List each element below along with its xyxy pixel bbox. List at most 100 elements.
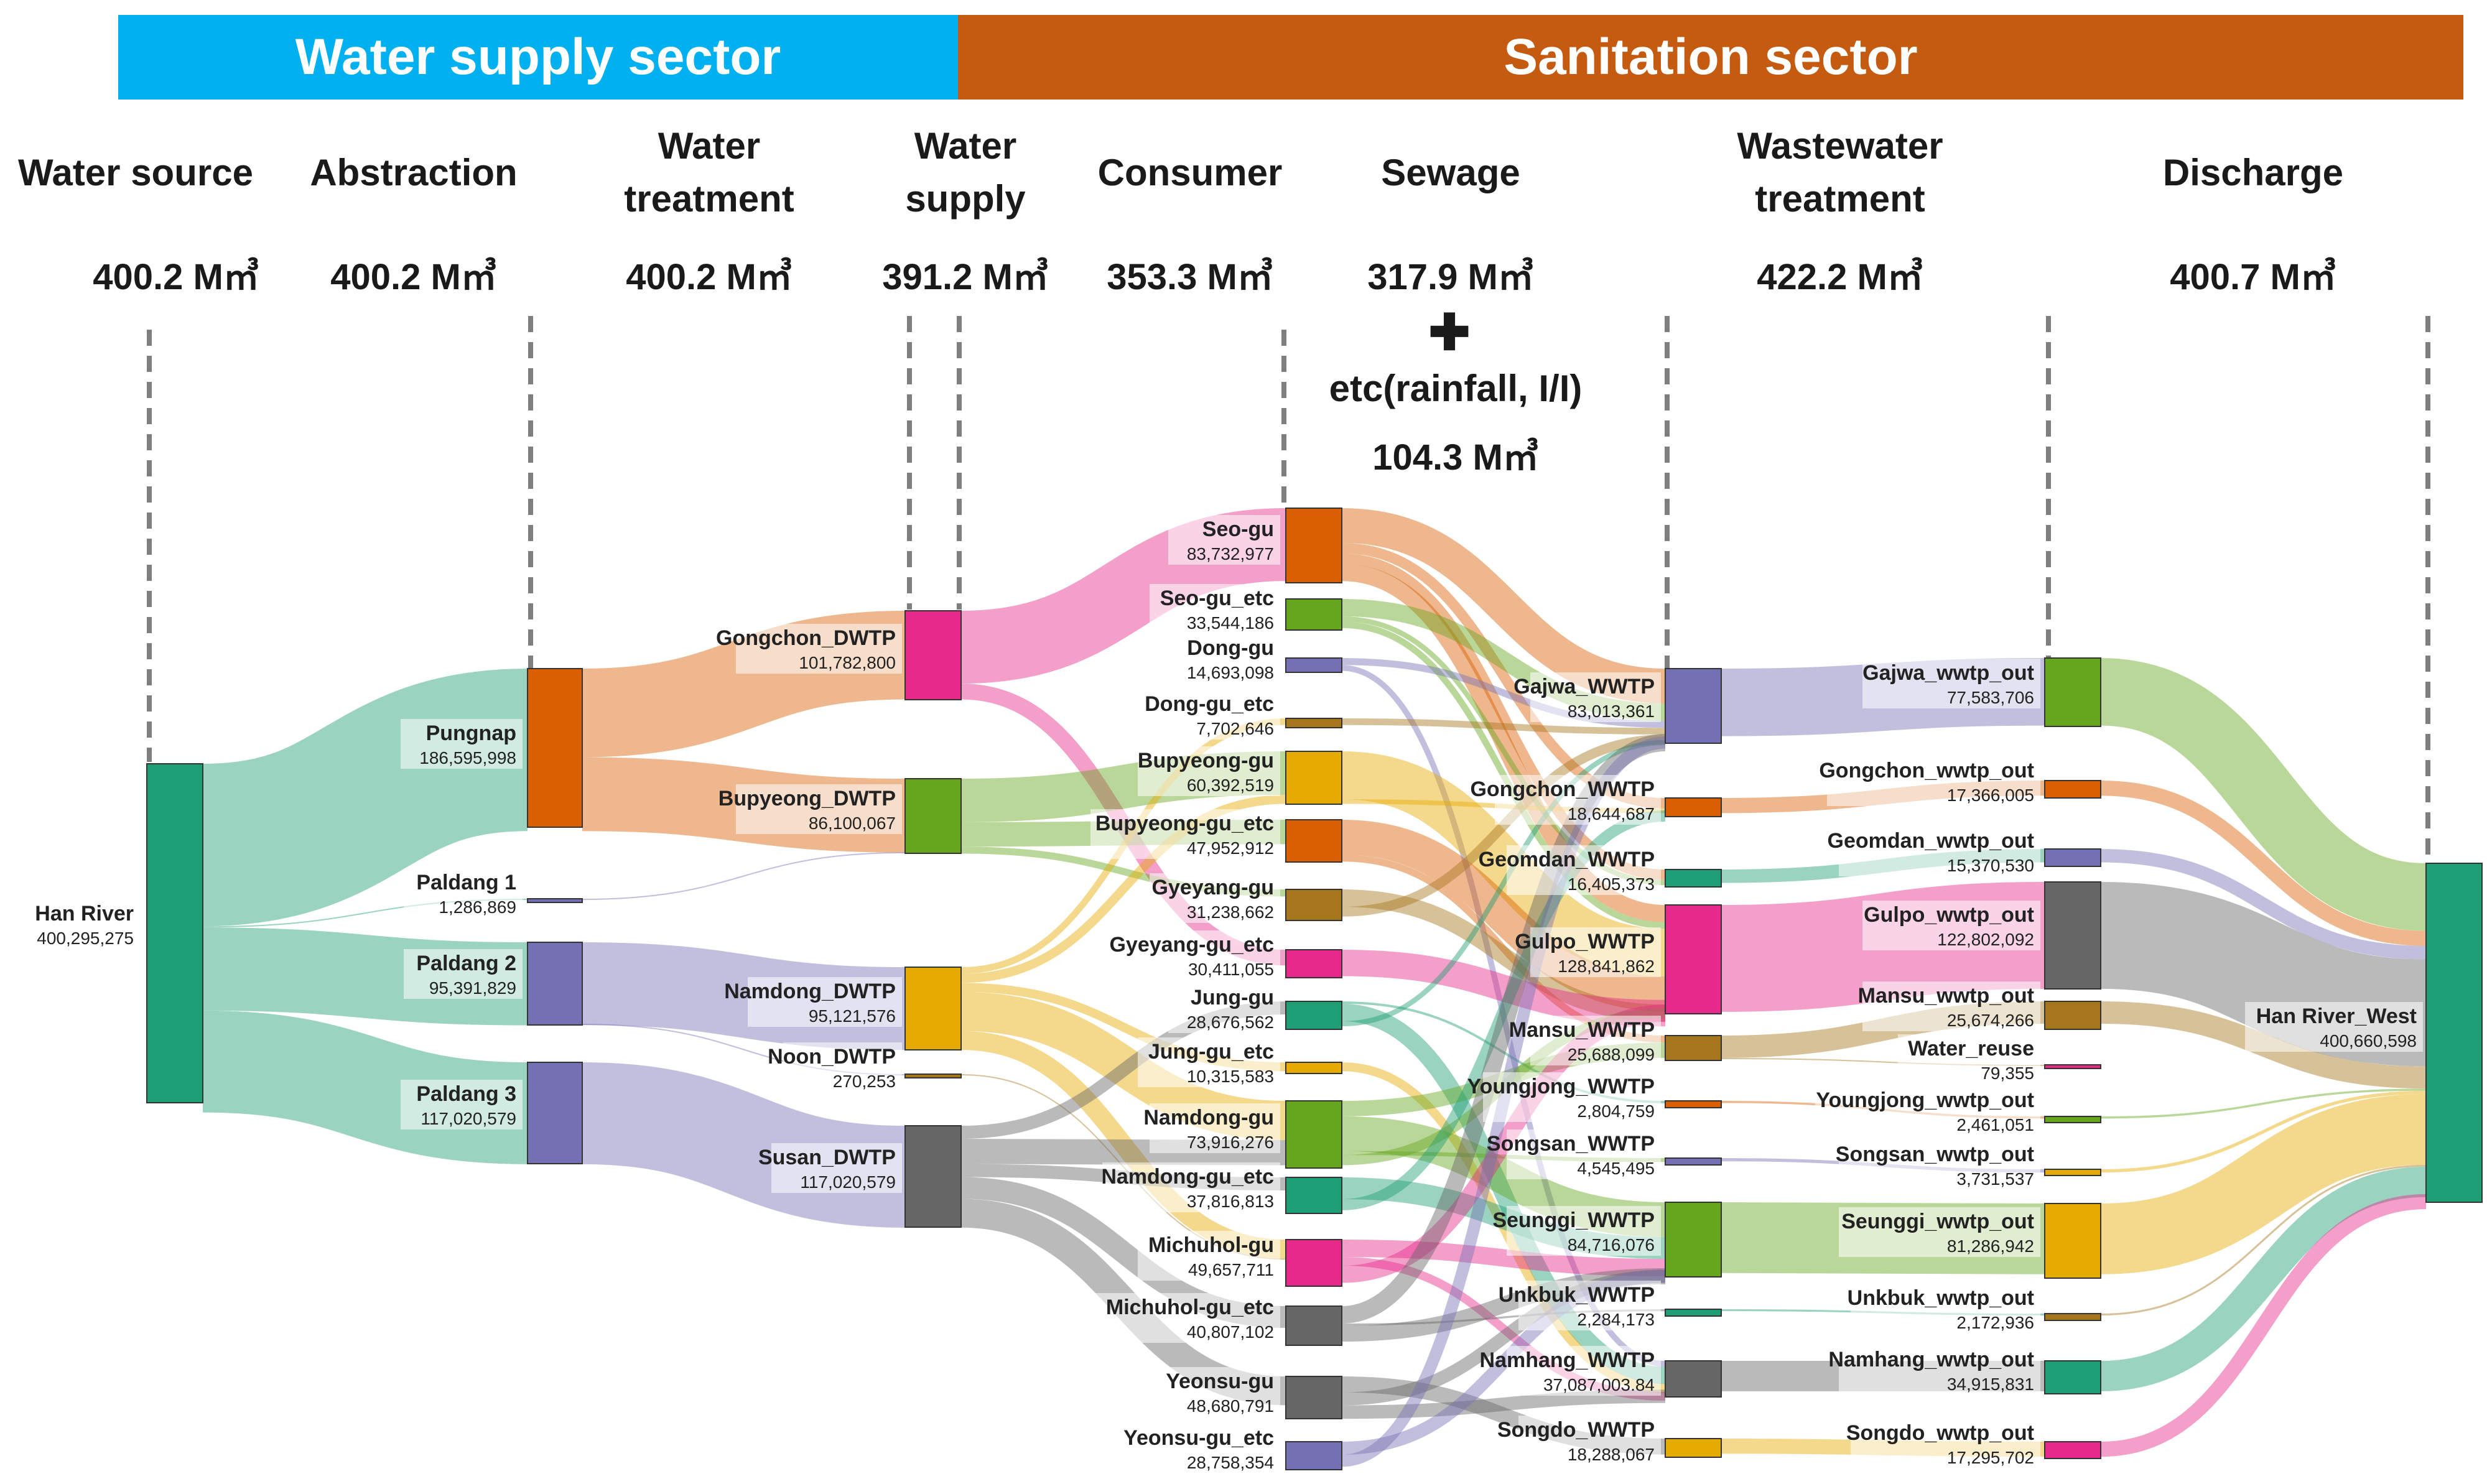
stage-volume-abstraction: 400.2 M㎥: [330, 257, 497, 297]
link-youngjong_out-to-hanwest: [2100, 1088, 2427, 1119]
node-label-bupyeong_dwtp: Bupyeong_DWTP: [718, 787, 896, 810]
node-bupyeong: [1285, 751, 1342, 805]
node-label-seo: Seo-gu: [1202, 517, 1274, 541]
node-namhang: [1665, 1360, 1722, 1398]
node-value-dong_etc: 7,702,646: [1196, 719, 1274, 738]
node-michuhol_etc: [1285, 1305, 1342, 1346]
label-bg-hanwest: [2245, 1002, 2423, 1052]
node-label-songdo_out: Songdo_wwtp_out: [1846, 1421, 2034, 1445]
node-songsan_out: [2044, 1169, 2101, 1176]
node-songdo: [1665, 1438, 1722, 1458]
node-value-namhang_out: 34,915,831: [1947, 1375, 2034, 1394]
link-songsan_out-to-hanwest: [2100, 1090, 2427, 1173]
node-label-namdong_dwtp: Namdong_DWTP: [724, 980, 896, 1003]
label-bg-gajwa_out: [1862, 659, 2040, 708]
label-bg-bupyeong_dwtp: [736, 784, 902, 834]
node-seo: [1285, 508, 1342, 583]
node-yeonsu_etc: [1285, 1441, 1342, 1470]
stage-title-source: Water source: [18, 152, 253, 193]
stage-headers: Water source 400.2 M㎥ Abstraction 400.2 …: [18, 125, 2343, 478]
node-susan_dwtp: [904, 1125, 962, 1228]
node-value-bupyeong: 60,392,519: [1187, 776, 1274, 795]
label-bg-bupyeong_etc: [1090, 809, 1280, 859]
label-bg-geomdan_out: [1839, 827, 2040, 876]
node-label-songdo: Songdo_WWTP: [1497, 1418, 1655, 1442]
node-label-seunggi: Seunggi_WWTP: [1492, 1208, 1655, 1232]
label-bg-yeonsu: [1161, 1367, 1280, 1417]
node-label-dong_etc: Dong-gu_etc: [1145, 692, 1274, 716]
label-bg-noon_dwtp: [783, 1042, 902, 1092]
label-bg-seo: [1168, 515, 1280, 565]
node-namdong: [1285, 1100, 1342, 1169]
node-value-michuhol_etc: 40,807,102: [1187, 1322, 1274, 1342]
node-value-paldang3: 117,020,579: [421, 1109, 516, 1128]
node-reuse: [2044, 1064, 2101, 1069]
node-value-geomdan_out: 15,370,530: [1947, 856, 2034, 875]
label-bg-dong_etc: [1138, 690, 1280, 740]
node-unkbuk_out: [2044, 1313, 2101, 1321]
link-unkbuk_out-to-hanwest: [2100, 1164, 2427, 1316]
node-namhang_out: [2044, 1360, 2101, 1394]
node-value-susan_dwtp: 117,020,579: [800, 1172, 896, 1192]
link-dong_etc-to-gajwa: [1341, 718, 1666, 735]
node-pungnap: [527, 668, 583, 828]
node-label-namhang: Namhang_WWTP: [1480, 1348, 1655, 1372]
node-value-seo_etc: 33,544,186: [1187, 613, 1274, 633]
node-label-pungnap: Pungnap: [426, 721, 516, 745]
label-bg-youngjong: [1483, 1072, 1661, 1122]
stage-volume-treatment: 400.2 M㎥: [626, 257, 793, 297]
node-label-gajwa_out: Gajwa_wwtp_out: [1862, 661, 2034, 685]
node-label-seunggi_out: Seunggi_wwtp_out: [1841, 1210, 2034, 1233]
label-bg-paldang3: [401, 1080, 523, 1129]
node-label-geomdan: Geomdan_WWTP: [1479, 848, 1655, 871]
node-yeonsu: [1285, 1376, 1342, 1419]
node-label-gongchon_out: Gongchon_wwtp_out: [1819, 759, 2034, 782]
node-gajwa_out: [2044, 657, 2101, 727]
label-bg-songsan: [1507, 1129, 1661, 1179]
label-bg-youngjong_out: [1815, 1086, 2040, 1136]
stage-title-discharge: Discharge: [2163, 152, 2343, 193]
node-michuhol: [1285, 1239, 1342, 1287]
node-seunggi: [1665, 1202, 1722, 1278]
label-bg-paldang1: [404, 868, 523, 918]
node-value-songsan: 4,545,495: [1577, 1159, 1655, 1178]
node-label-gongchon_dwtp: Gongchon_DWTP: [716, 626, 896, 650]
stage-title-supply-2: supply: [905, 178, 1026, 220]
node-value-gajwa: 83,013,361: [1568, 702, 1655, 721]
stage-volume-wwt: 422.2 M㎥: [1757, 257, 1923, 297]
node-paldang3: [527, 1062, 583, 1164]
node-label-songsan: Songsan_WWTP: [1487, 1132, 1655, 1156]
node-value-unkbuk_out: 2,172,936: [1956, 1313, 2034, 1332]
node-label-susan_dwtp: Susan_DWTP: [758, 1146, 896, 1169]
node-geomdan: [1665, 869, 1722, 888]
stage-title-wwt-1: Wastewater: [1737, 125, 1943, 167]
node-songdo_out: [2044, 1441, 2101, 1459]
sankey-labels: Han River 400,295,275 Pungnap 186,595,998 Pa…: [18, 515, 2423, 1473]
node-youngjong: [1665, 1100, 1722, 1108]
node-label-gongchon_w: Gongchon_WWTP: [1470, 777, 1655, 801]
link-gyeyang-to-gulpo: [1341, 889, 1666, 1022]
link-paldang1-to-bupyeong_dwtp: [582, 852, 906, 900]
node-label-mansu_out: Mansu_wwtp_out: [1858, 984, 2034, 1008]
node-label-noon_dwtp: Noon_DWTP: [768, 1045, 896, 1069]
node-hanwest: [2425, 863, 2483, 1203]
link-songdo_out-to-hanwest: [2100, 1194, 2427, 1457]
node-jung: [1285, 1001, 1342, 1030]
node-value-mansu_out: 25,674,266: [1947, 1011, 2034, 1030]
stage-volume-discharge: 400.7 M㎥: [2170, 257, 2336, 297]
node-label-namhang_out: Namhang_wwtp_out: [1828, 1348, 2034, 1371]
node-value-gulpo: 128,841,862: [1558, 957, 1655, 976]
link-namdong_etc-to-gongchon_w: [1341, 810, 1666, 1210]
node-label-youngjong: Youngjong_WWTP: [1467, 1075, 1655, 1098]
link-jung-to-gajwa: [1341, 740, 1666, 1027]
node-bupyeong_dwtp: [904, 778, 962, 854]
node-geomdan_out: [2044, 848, 2101, 867]
node-label-reuse: Water_reuse: [1908, 1037, 2034, 1060]
stage-title-abstraction: Abstraction: [310, 152, 517, 193]
node-value-songdo: 18,288,067: [1568, 1445, 1655, 1464]
node-label-bupyeong: Bupyeong-gu: [1138, 749, 1274, 772]
label-bg-songdo_out: [1851, 1419, 2040, 1468]
node-value-jung_etc: 10,315,583: [1187, 1067, 1274, 1086]
node-dong: [1285, 657, 1342, 673]
link-namhang_out-to-hanwest: [2100, 1166, 2427, 1391]
